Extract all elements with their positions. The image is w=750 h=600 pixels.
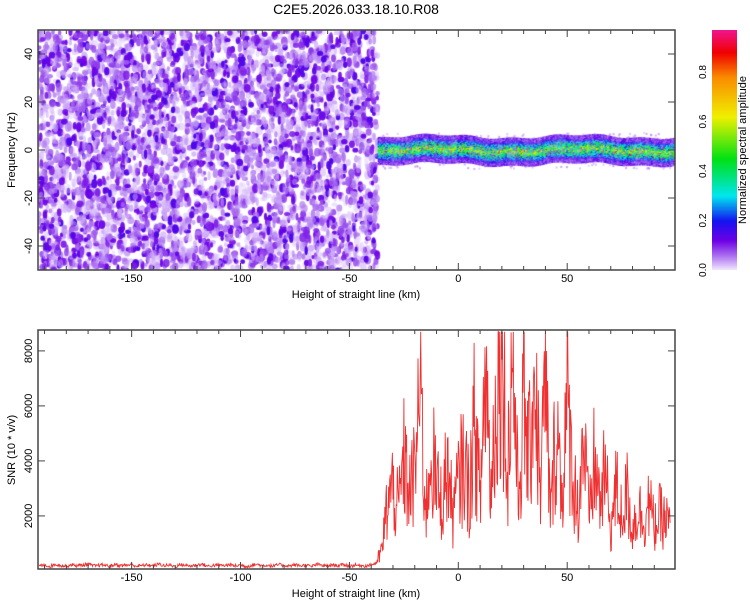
snr-series-line	[38, 330, 671, 569]
colorbar	[712, 30, 737, 270]
colorbar-tick-label: 0.4	[698, 164, 709, 178]
top-x-tick-label: 50	[561, 273, 573, 285]
chart-title: C2E5.2026.033.18.10.R08	[273, 1, 439, 17]
top-x-tick-label: -150	[121, 273, 143, 285]
colorbar-tick-label: 0.0	[698, 263, 709, 277]
bottom-plot-frame	[37, 329, 676, 570]
bottom-y-tick-label: 6000	[23, 394, 35, 418]
top-plot-frame	[37, 29, 676, 271]
colorbar-label: Normalized spectral amplitude	[737, 76, 749, 224]
bottom-x-tick-label: -100	[230, 572, 252, 584]
bottom-y-tick-label: 4000	[23, 449, 35, 473]
bottom-x-label: Height of straight line (km)	[292, 588, 420, 600]
bottom-x-tick-label: 50	[561, 572, 573, 584]
top-y-tick-label: 20	[23, 96, 35, 108]
top-x-tick-label: -50	[341, 273, 357, 285]
bottom-x-tick-label: -150	[121, 572, 143, 584]
bottom-y-tick-label: 8000	[23, 339, 35, 363]
bottom-y-tick-label: 2000	[23, 504, 35, 528]
top-x-tick-label: -100	[230, 273, 252, 285]
bottom-x-tick-label: 0	[455, 572, 461, 584]
colorbar-tick-label: 0.2	[698, 213, 709, 227]
top-y-tick-label: 0	[23, 147, 35, 153]
top-x-label: Height of straight line (km)	[292, 289, 420, 301]
top-x-tick-label: 0	[455, 273, 461, 285]
spectrogram-heatmap	[38, 30, 675, 270]
bottom-x-tick-label: -50	[341, 572, 357, 584]
colorbar-tick-label: 0.6	[698, 114, 709, 128]
top-y-tick-label: 40	[23, 48, 35, 60]
top-y-label: Frequency (Hz)	[6, 112, 18, 188]
top-y-tick-label: -20	[23, 190, 35, 206]
bottom-y-label: SNR (10 * v/v)	[6, 415, 18, 485]
top-y-tick-label: -40	[23, 238, 35, 254]
colorbar-tick-label: 0.8	[698, 65, 709, 79]
